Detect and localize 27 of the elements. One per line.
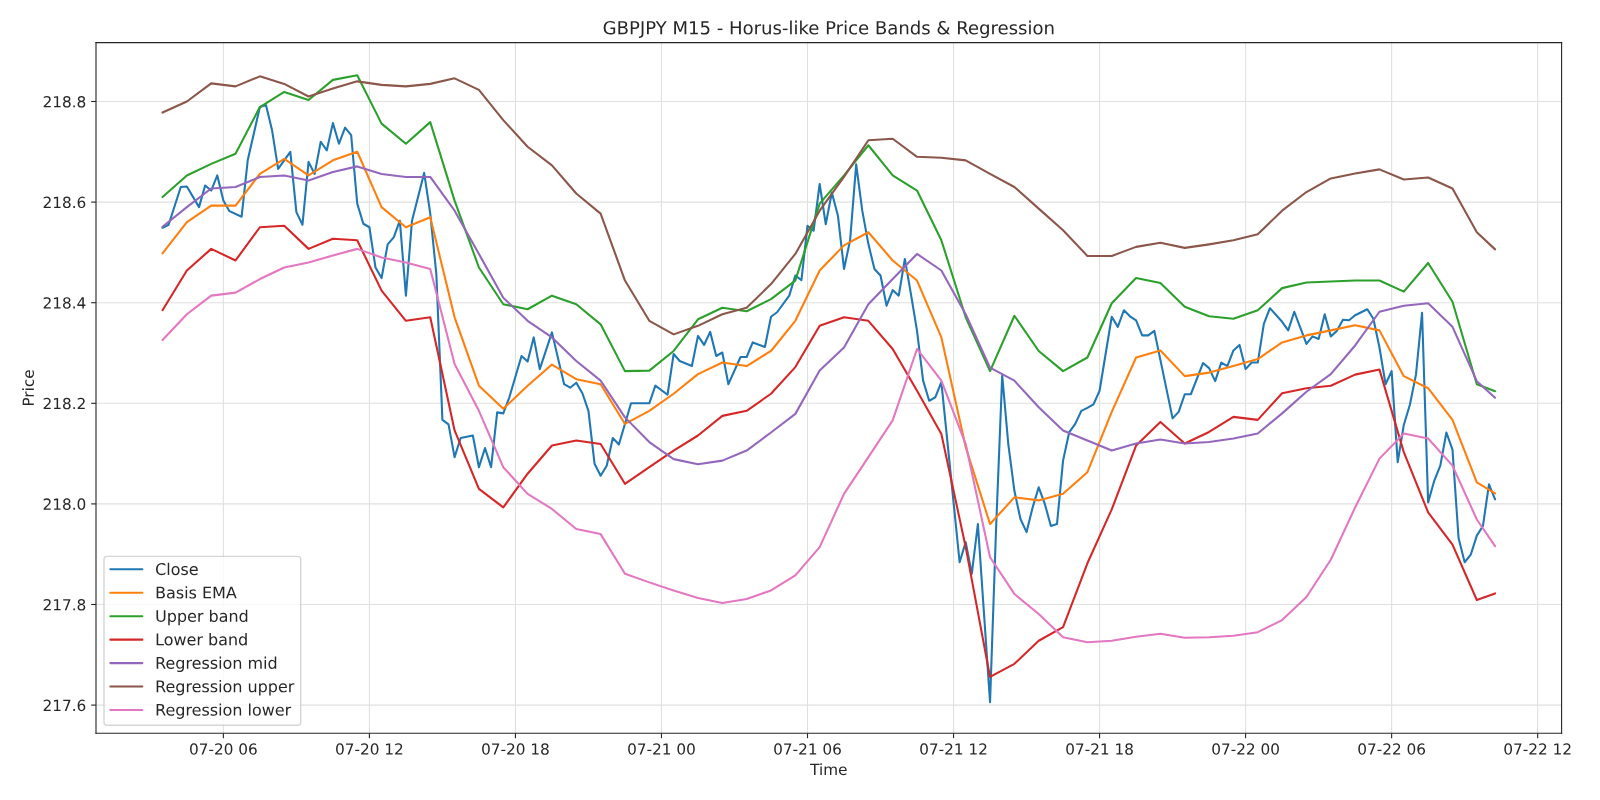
x-tick-label: 07-22 00 (1212, 743, 1279, 755)
x-tick-label: 07-22 12 (1504, 743, 1571, 755)
y-tick-label: 218.6 (43, 196, 86, 209)
y-tick-label: 217.6 (43, 699, 86, 712)
x-tick-label: 07-22 06 (1358, 743, 1426, 755)
x-tick-label: 07-20 06 (190, 743, 257, 755)
legend-label: Basis EMA (156, 586, 237, 599)
legend-label: Lower band (156, 633, 247, 646)
x-tick-label: 07-20 18 (482, 743, 549, 755)
legend-label: Close (155, 562, 198, 576)
x-tick-label: 07-20 12 (336, 743, 403, 755)
x-tick-label: 07-21 18 (1066, 743, 1133, 755)
y-tick-label: 218.0 (43, 498, 86, 510)
x-tick-label: 07-21 00 (628, 743, 695, 755)
x-tick-label: 07-21 12 (920, 743, 987, 755)
x-axis-title: Time (810, 763, 847, 776)
legend-label: Upper band (156, 609, 248, 626)
legend-label: Regression upper (156, 680, 295, 696)
chart-title: GBPJPY M15 - Horus-like Price Bands & Regression (603, 20, 1054, 39)
legend-label: Regression lower (156, 703, 292, 719)
y-axis-title: Price (22, 370, 35, 406)
y-tick-label: 218.4 (43, 297, 86, 309)
y-tick-label: 218.8 (43, 95, 86, 108)
legend-label: Regression mid (156, 656, 277, 673)
y-tick-label: 217.8 (43, 598, 86, 611)
y-tick-label: 218.2 (43, 397, 85, 410)
x-tick-label: 07-21 06 (774, 743, 841, 755)
